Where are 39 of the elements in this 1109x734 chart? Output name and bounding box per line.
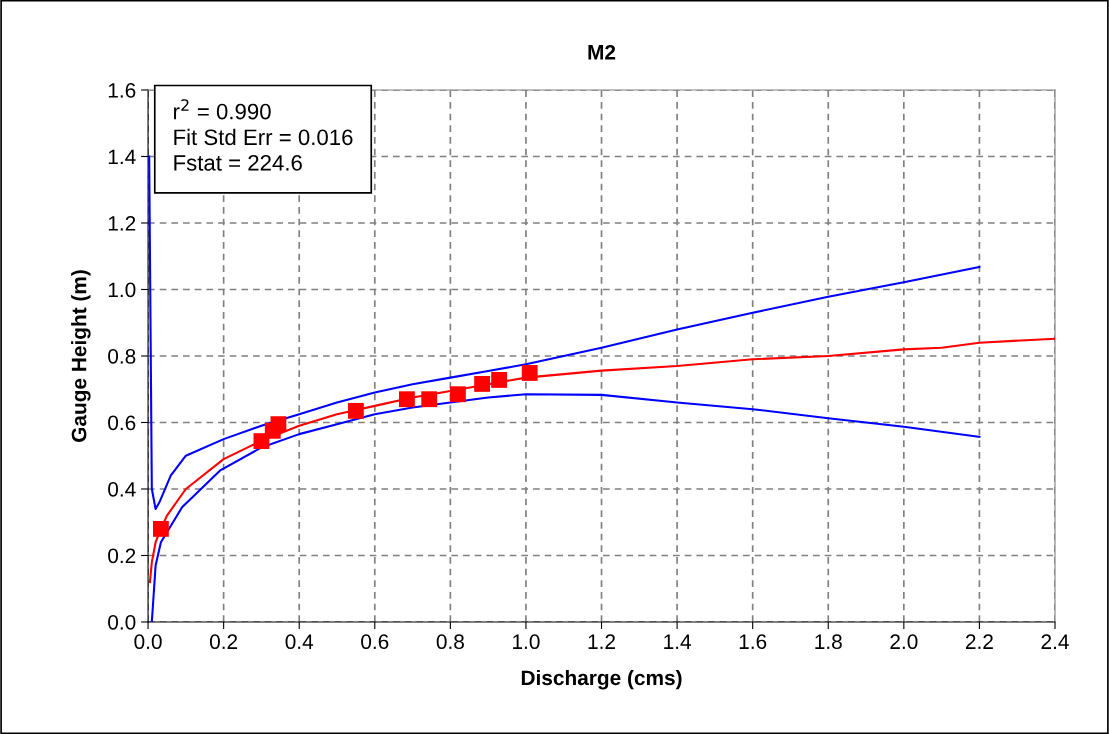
point: [152, 520, 169, 537]
point: [270, 416, 287, 433]
annotation: Fstat = 224.6: [174, 154, 302, 171]
y-tick-label: 1.0: [108, 282, 136, 298]
x-tick-label: 1.2: [588, 634, 615, 649]
point: [521, 365, 538, 381]
x-tick-label: 1.6: [739, 634, 767, 650]
y-axis-title: Gauge Height (m): [71, 270, 91, 442]
x-tick-label: 0.8: [436, 634, 464, 650]
x-tick-label: 0.0: [134, 634, 162, 650]
y-tick-label: 0.0: [108, 614, 136, 630]
y-tick-label: 1.6: [108, 82, 136, 98]
x-tick-label: 2.2: [965, 634, 993, 649]
chart-title: M2: [588, 44, 616, 60]
x-axis-title: Discharge (cms): [521, 669, 682, 690]
y-tick-label: 0.6: [108, 415, 136, 431]
y-tick-label: 1.4: [108, 149, 136, 165]
y-tick-label: 0.4: [108, 481, 136, 497]
y-tick-label: 0.2: [108, 548, 136, 564]
x-tick-label: 0.6: [361, 634, 389, 650]
x-tick-label: 0.2: [209, 634, 238, 650]
x-tick-label: 1.8: [815, 634, 842, 650]
x-tick-label: 2.0: [890, 634, 918, 650]
line-series: [148, 337, 1055, 584]
y-tick-label: 1.2: [108, 215, 136, 231]
point: [421, 391, 438, 408]
line-series: [148, 155, 981, 510]
x-tick-label: 1.0: [513, 634, 540, 650]
point: [347, 402, 364, 419]
annotation: Fit Std Err = 0.016: [174, 128, 353, 146]
point: [491, 372, 508, 388]
point: [398, 391, 415, 408]
annotation: r$^{2}$ = 0.990: [174, 99, 271, 120]
x-tick-label: 2.4: [1041, 634, 1069, 649]
x-tick-label: 1.4: [664, 634, 691, 649]
point: [474, 376, 491, 392]
y-tick-label: 0.8: [108, 348, 136, 364]
x-tick-label: 0.4: [285, 634, 314, 650]
point: [450, 386, 466, 403]
